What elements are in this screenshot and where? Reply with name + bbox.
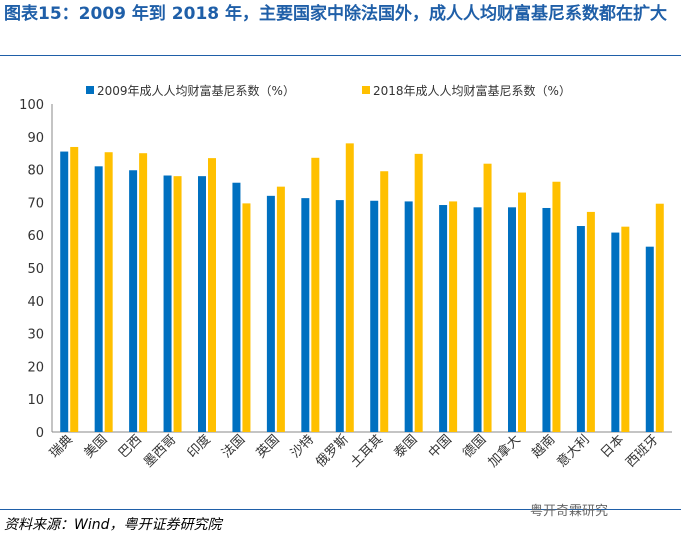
watermark: 粤开奇霖研究 <box>530 504 609 519</box>
x-tick-label: 意大利 <box>554 432 593 471</box>
bar-2018 <box>276 186 285 432</box>
bar-2009 <box>198 176 206 432</box>
x-tick-label: 英国 <box>254 432 283 461</box>
x-tick-label: 中国 <box>426 432 455 461</box>
x-tick-label: 加拿大 <box>485 432 524 471</box>
bar-2009 <box>301 198 310 432</box>
bar-2018 <box>449 201 458 432</box>
bar-2018 <box>483 163 492 433</box>
y-tick-label: 100 <box>19 98 44 113</box>
x-tick-label: 日本 <box>598 432 627 461</box>
y-tick-label: 0 <box>36 426 44 441</box>
bar-2009 <box>335 200 344 432</box>
bar-2009 <box>611 232 620 432</box>
bar-2009 <box>232 182 241 432</box>
bar-2009 <box>163 175 172 432</box>
footer-divider <box>0 509 681 510</box>
x-tick-label: 越南 <box>529 432 559 462</box>
x-tick-label: 印度 <box>184 432 214 462</box>
bar-2009 <box>60 151 69 432</box>
bar-2009 <box>508 207 516 432</box>
y-tick-label: 10 <box>27 393 44 408</box>
x-tick-label: 德国 <box>460 432 489 461</box>
bar-2018 <box>242 203 251 432</box>
source-note: 资料来源：Wind，粤开证券研究院 <box>4 517 222 533</box>
y-tick-label: 20 <box>27 360 44 375</box>
x-tick-label: 沙特 <box>288 432 317 461</box>
bar-2009 <box>645 246 654 432</box>
bar-2018 <box>311 157 320 433</box>
y-tick-label: 30 <box>27 328 44 343</box>
y-tick-label: 80 <box>27 164 44 179</box>
bar-2009 <box>94 166 103 432</box>
legend-swatch <box>86 86 94 94</box>
bar-2009 <box>576 226 585 432</box>
bar-2009 <box>370 200 379 432</box>
bar-2018 <box>380 171 389 433</box>
x-tick-label: 泰国 <box>391 432 420 461</box>
x-tick-label: 墨西哥 <box>141 432 179 470</box>
bar-2018 <box>414 153 423 432</box>
y-tick-label: 60 <box>27 229 44 244</box>
bar-2009 <box>404 201 413 432</box>
bar-2018 <box>104 152 113 432</box>
bar-2009 <box>439 205 448 432</box>
bar-2009 <box>542 207 551 432</box>
x-tick-label: 巴西 <box>116 432 145 461</box>
bar-2009 <box>266 195 275 432</box>
bar-2018 <box>70 146 79 432</box>
bar-2018 <box>552 181 561 432</box>
y-tick-label: 40 <box>27 295 44 310</box>
figure-title: 图表15：2009 年到 2018 年，主要国家中除法国外，成人人均财富基尼系数… <box>4 4 668 24</box>
bar-2018 <box>139 153 148 432</box>
x-tick-label: 俄罗斯 <box>313 432 351 470</box>
x-tick-label: 美国 <box>81 432 110 461</box>
bar-2009 <box>473 207 482 432</box>
y-tick-label: 70 <box>27 196 44 211</box>
bar-2018 <box>345 143 354 433</box>
bar-2018 <box>208 158 216 432</box>
x-tick-label: 法国 <box>219 432 248 461</box>
x-tick-label: 瑞典 <box>47 432 76 461</box>
title-divider <box>0 55 681 56</box>
x-tick-label: 土耳其 <box>348 432 386 470</box>
bar-2018 <box>655 203 664 432</box>
bar-2018 <box>586 211 595 432</box>
legend-swatch <box>362 86 370 94</box>
bar-2018 <box>518 192 526 432</box>
y-tick-label: 90 <box>27 131 44 146</box>
legend-label: 2009年成人人均财富基尼系数（%） <box>97 83 295 98</box>
legend-label: 2018年成人人均财富基尼系数（%） <box>373 83 571 98</box>
bar-2018 <box>621 226 630 432</box>
x-tick-label: 西班牙 <box>623 432 661 470</box>
bar-2009 <box>129 170 138 433</box>
bar-2018 <box>173 176 182 432</box>
y-tick-label: 50 <box>27 262 44 277</box>
